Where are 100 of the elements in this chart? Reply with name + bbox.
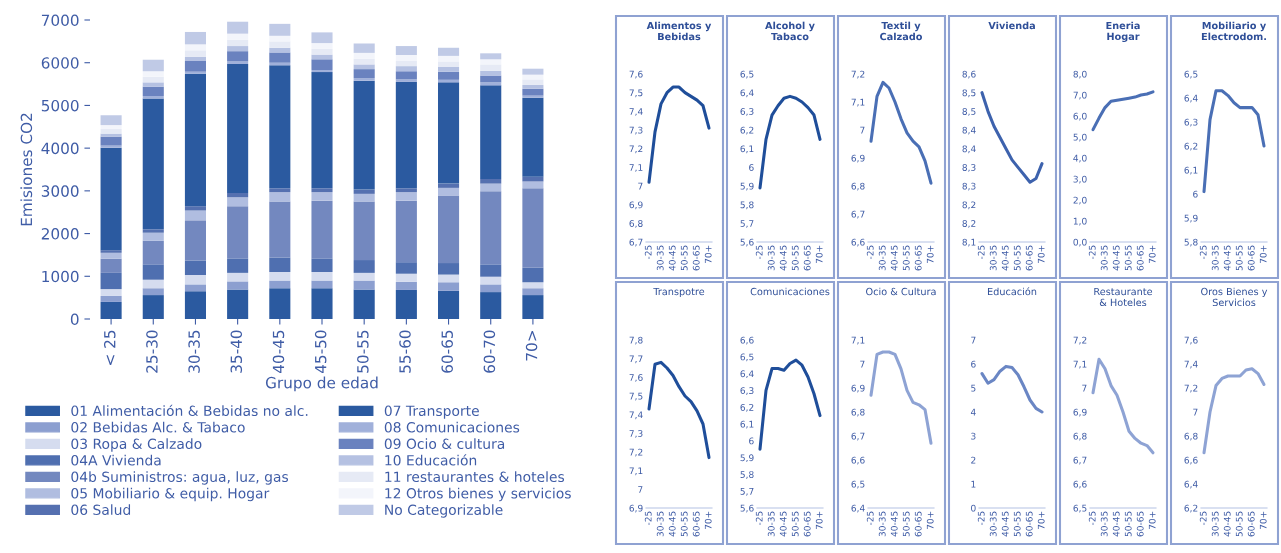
bar	[438, 183, 460, 188]
bar	[438, 195, 460, 264]
x-tick-label: 70+	[704, 511, 712, 530]
x-tick-label: 50-55	[357, 330, 369, 373]
bar	[227, 33, 249, 40]
y-tick-label: 8,0	[1073, 70, 1087, 79]
y-tick-label: 6,7	[629, 238, 643, 247]
bar	[142, 240, 164, 265]
chart-title: Ocio & Cultura	[866, 287, 936, 296]
bar	[395, 66, 417, 72]
x-tick-label: 40-45	[668, 511, 676, 537]
bar	[311, 32, 333, 44]
y-tick-label: 7,3	[629, 126, 643, 135]
x-tick-label: 70+	[1037, 511, 1045, 530]
y-tick-label: 6000	[41, 57, 79, 69]
bar	[395, 262, 417, 274]
chart-title: Comunicaciones	[750, 287, 830, 296]
y-tick-label: 5,6	[740, 504, 754, 513]
y-tick-label: 6,2	[1184, 142, 1198, 151]
y-tick-label: 7,1	[629, 467, 643, 476]
bar	[100, 145, 122, 148]
bar	[395, 273, 417, 282]
bar	[269, 192, 291, 202]
x-tick-label: -25	[1088, 245, 1096, 260]
y-tick-label: 6,3	[740, 108, 754, 116]
x-tick-label: 25-30	[146, 330, 158, 373]
x-tick-label: 30-35	[656, 245, 664, 271]
bar	[353, 272, 375, 281]
bar	[438, 47, 460, 56]
bar	[395, 55, 417, 62]
x-tick-label: 70+	[1259, 245, 1267, 264]
y-tick-label: 5,7	[740, 488, 754, 496]
bar	[311, 288, 333, 319]
bar	[438, 274, 460, 283]
bar	[311, 69, 333, 73]
y-tick-label: 6,4	[851, 504, 865, 513]
x-tick-label: 50-55	[791, 511, 799, 537]
line-series	[647, 360, 711, 460]
bar	[480, 70, 502, 76]
y-tick-label: 6,9	[851, 154, 865, 163]
y-tick-label: 6,3	[1184, 118, 1198, 127]
x-tick-label: -25	[644, 245, 652, 260]
y-tick-label: 7	[638, 182, 643, 190]
y-tick-label: 5,6	[740, 238, 754, 247]
y-tick-label: 8,5	[962, 108, 976, 116]
bar	[184, 284, 206, 292]
line-series	[869, 80, 933, 185]
bar	[269, 188, 291, 193]
bar	[227, 192, 249, 198]
bar	[311, 272, 333, 281]
y-tick-label: 6,8	[851, 408, 865, 417]
y-tick-label: 8,3	[962, 182, 976, 191]
chart-title: Mobiliario y Electrodom.	[1201, 21, 1267, 41]
legend-label: 12 Otros bienes y servicios	[385, 487, 571, 502]
bar	[522, 88, 544, 96]
x-tick-label: 50-55	[680, 245, 688, 271]
x-tick-label: 40-45	[1223, 245, 1231, 271]
y-tick-label: 5,9	[740, 454, 754, 463]
y-tick-label: 6	[971, 360, 976, 368]
x-tick-label: 55-60	[399, 330, 411, 373]
y-tick-label: 1,0	[1073, 217, 1087, 226]
bar	[100, 301, 122, 319]
bar	[480, 191, 502, 265]
bar	[480, 178, 502, 184]
bar	[353, 193, 375, 202]
bar	[353, 280, 375, 290]
y-tick-label: 7,8	[629, 336, 643, 345]
bar	[353, 58, 375, 65]
bar	[142, 295, 164, 319]
bar	[100, 125, 122, 129]
bar	[269, 288, 291, 319]
bar	[311, 59, 333, 70]
y-tick-label: 6,7	[851, 210, 865, 219]
bar	[184, 50, 206, 57]
y-tick-label: 7,6	[1184, 336, 1198, 345]
bar	[142, 288, 164, 296]
y-tick-label: 6,4	[1184, 94, 1198, 103]
bar	[269, 23, 291, 36]
x-tick-label: 70+	[815, 511, 823, 530]
bar	[438, 187, 460, 196]
x-tick-label: 70+	[926, 511, 934, 530]
y-tick-label: 6,1	[1184, 166, 1198, 175]
x-tick-label: 60-65	[692, 511, 700, 537]
bar	[480, 292, 502, 319]
bar	[269, 35, 291, 42]
y-tick-label: 5,9	[1184, 214, 1198, 223]
bar	[142, 96, 164, 99]
y-tick-label: 7,4	[1184, 360, 1198, 369]
line-series	[869, 350, 933, 445]
bar	[311, 43, 333, 49]
x-tick-label: 40-45	[668, 245, 676, 271]
x-tick-label: 50-55	[791, 245, 799, 271]
bar	[184, 56, 206, 62]
x-tick-label: 30-35	[1211, 511, 1219, 537]
bar	[142, 279, 164, 289]
x-tick-label: 60-65	[803, 511, 811, 537]
bar	[480, 53, 502, 60]
x-tick-label: -25	[866, 245, 874, 260]
bar	[353, 69, 375, 79]
bar	[184, 73, 206, 207]
